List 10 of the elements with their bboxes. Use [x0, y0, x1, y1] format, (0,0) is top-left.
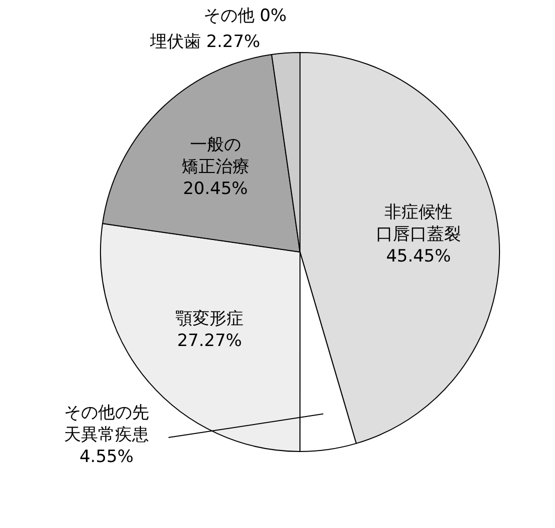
category-label: その他 0% — [203, 6, 287, 26]
slice-label: 顎変形症 — [176, 308, 244, 329]
slice-label: その他の先天異常疾患 — [64, 402, 149, 445]
slice-label: 一般の矯正治療 — [181, 134, 250, 177]
data-label: 4.55% — [79, 446, 134, 467]
data-label: 20.45% — [182, 178, 248, 199]
slice-label: 非症候性口唇口蓋裂 — [376, 202, 461, 244]
data-label: 27.27% — [177, 330, 242, 351]
data-label: 45.45% — [386, 246, 451, 266]
slice-label: 埋伏歯 2.27% — [148, 32, 260, 52]
